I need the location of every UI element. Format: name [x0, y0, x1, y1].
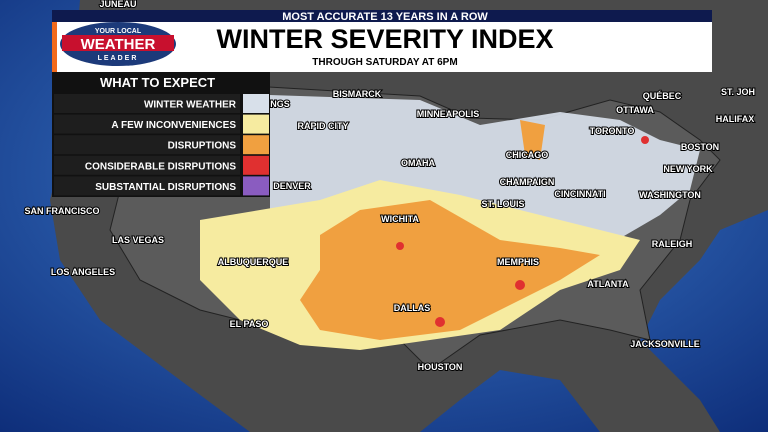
disruption-area — [300, 200, 600, 340]
city-label: JUNEAU — [99, 0, 136, 9]
city-label: RALEIGH — [652, 239, 693, 249]
legend-label: WINTER WEATHER — [144, 100, 237, 111]
city-label: CHICAGO — [506, 150, 549, 160]
city-label: LAS VEGAS — [112, 235, 164, 245]
logo-bottom: LEADER — [98, 55, 139, 62]
legend-label: A FEW INCONVENIENCES — [111, 120, 236, 131]
city-label: HOUSTON — [418, 362, 463, 372]
city-label: DENVER — [273, 181, 311, 191]
spot — [396, 242, 404, 250]
legend-row — [54, 155, 240, 175]
legend-title: WHAT TO EXPECT — [100, 75, 215, 90]
title: WINTER SEVERITY INDEX — [216, 24, 553, 54]
city-label: OMAHA — [401, 158, 435, 168]
accent — [52, 22, 57, 72]
legend-box — [52, 72, 270, 197]
legend-swatch — [243, 155, 269, 175]
city-label: CHAMPAIGN — [500, 177, 555, 187]
legend-swatch — [243, 176, 269, 196]
city-label: WASHINGTON — [639, 190, 701, 200]
considerable-spots — [396, 136, 649, 327]
city-label: ATLANTA — [587, 279, 629, 289]
legend-swatch — [243, 114, 269, 134]
city-label: NEW YORK — [663, 164, 713, 174]
spot — [641, 136, 649, 144]
legend-row — [54, 114, 240, 134]
city-label: RAPID CITY — [297, 121, 348, 131]
legend-label: DISRUPTIONS — [168, 141, 237, 152]
legend-label: CONSIDERABLE DISRPUTIONS — [85, 161, 236, 172]
city-label: HALIFAX — [716, 114, 755, 124]
city-label: OTTAWA — [616, 105, 654, 115]
city-label: ALBUQUERQUE — [218, 257, 289, 267]
city-label: BOSTON — [681, 142, 719, 152]
legend-swatch — [243, 135, 269, 155]
city-label: LOS ANGELES — [51, 267, 115, 277]
legend-swatch — [243, 94, 269, 113]
spot — [515, 280, 525, 290]
city-label: EL PASO — [230, 319, 269, 329]
banner: MOST ACCURATE 13 YEARS IN A ROW — [282, 11, 488, 23]
legend-row — [54, 176, 240, 196]
cities: JUNEAU NGS BISMARCK MINNEAPOLIS QUÉBEC ST. JO… — [23, 0, 756, 373]
city-label: DALLAS — [394, 303, 431, 313]
banner-bar — [52, 10, 712, 22]
city-label: SAN FRANCISCO — [24, 206, 99, 216]
legend-row — [54, 135, 240, 155]
legend-row — [54, 94, 240, 113]
city-label: TORONTO — [590, 126, 635, 136]
city-label: QUÉBEC — [643, 91, 682, 101]
legend-rows: WINTER WEATHER A FEW INCONVENIENCES DISRUP… — [54, 94, 269, 196]
city-label: WICHITA — [381, 214, 419, 224]
city-label: BISMARCK — [333, 89, 382, 99]
logo-main: WEATHER — [81, 36, 156, 53]
city-label: MINNEAPOLIS — [417, 109, 480, 119]
legend-label: SUBSTANTIAL DISRUPTIONS — [95, 182, 236, 193]
subtitle: THROUGH SATURDAY AT 6PM — [312, 57, 457, 68]
disruption-area — [520, 120, 545, 160]
city-label: ST. JOH — [721, 87, 755, 97]
logo-top: YOUR LOCAL — [95, 28, 142, 35]
city-label: MEMPHIS — [497, 257, 539, 267]
logo-band — [62, 35, 174, 51]
city-label: ST. LOUIS — [481, 199, 524, 209]
city-label: CINCINNATI — [554, 189, 605, 199]
city-label: NGS — [270, 99, 290, 109]
city-label: JACKSONVILLE — [630, 339, 700, 349]
spot — [435, 317, 445, 327]
